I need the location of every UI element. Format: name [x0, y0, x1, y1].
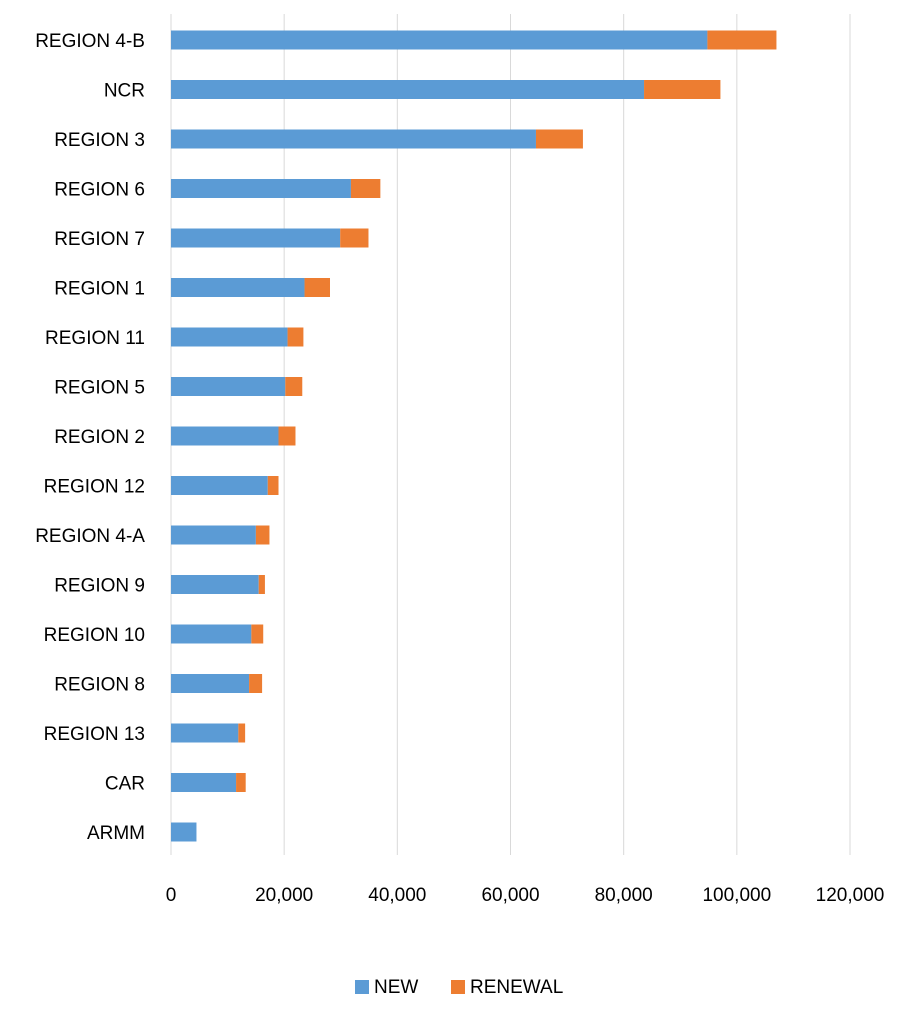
x-tick-label: 80,000 — [595, 885, 653, 906]
legend-swatch-new — [355, 980, 369, 994]
bar-renewal-region-3 — [535, 129, 583, 149]
bar-renewal-car — [236, 773, 246, 792]
bar-new-region-8 — [171, 674, 250, 693]
x-tick-label: 0 — [166, 885, 177, 906]
category-label: REGION 4-A — [35, 526, 145, 547]
bar-new-region-12 — [171, 476, 268, 495]
category-label: REGION 6 — [54, 180, 145, 201]
legend-label-renewal: RENEWAL — [470, 977, 563, 998]
x-tick-label: 20,000 — [255, 885, 313, 906]
bar-new-region-7 — [171, 228, 341, 248]
x-tick-label: 60,000 — [481, 885, 539, 906]
category-label: REGION 11 — [45, 328, 145, 349]
bar-new-region-1 — [171, 278, 305, 297]
category-label: REGION 5 — [54, 378, 145, 399]
category-labels: REGION 4-B NCR REGION 3 REGION 6 REGION 7 REG… — [35, 31, 145, 844]
bar-new-region-2 — [171, 426, 279, 446]
x-tick-label: 40,000 — [368, 885, 426, 906]
bar-renewal-region-8 — [249, 674, 263, 693]
category-label: NCR — [104, 81, 145, 102]
bar-renewal-region-6 — [350, 179, 381, 198]
category-label: REGION 13 — [44, 724, 145, 745]
gridlines — [170, 14, 851, 855]
bar-new-region-10 — [171, 624, 252, 644]
category-label: REGION 3 — [54, 130, 145, 151]
category-label: REGION 9 — [54, 576, 145, 597]
category-label: REGION 2 — [54, 427, 145, 448]
bar-renewal-region-2 — [278, 426, 296, 446]
bar-new-region-13 — [171, 723, 239, 743]
bar-new-armm — [171, 822, 197, 842]
legend: NEW RENEWAL — [355, 977, 563, 998]
category-label: ARMM — [87, 823, 145, 844]
legend-swatch-renewal — [451, 980, 465, 994]
category-label: REGION 4-B — [35, 31, 145, 52]
bar-renewal-region-1 — [304, 278, 330, 297]
bar-new-region-4-a — [171, 525, 256, 545]
x-tick-label: 100,000 — [702, 885, 771, 906]
category-label: REGION 10 — [44, 625, 145, 646]
bar-new-region-9 — [171, 575, 259, 594]
bar-renewal-region-11 — [287, 327, 304, 347]
bar-renewal-region-4-b — [707, 30, 777, 50]
x-axis-tick-labels: 0 20,000 40,000 60,000 80,000 100,000 120,000 — [166, 885, 885, 906]
bar-renewal-region-5 — [285, 377, 303, 396]
bars — [171, 30, 777, 842]
bar-new-region-11 — [171, 327, 288, 347]
legend-label-new: NEW — [374, 977, 418, 998]
category-label: REGION 12 — [44, 477, 145, 498]
bar-renewal-region-9 — [258, 575, 265, 594]
bar-new-region-5 — [171, 377, 286, 396]
category-label: CAR — [105, 774, 145, 795]
bar-new-car — [171, 773, 237, 792]
bar-new-region-6 — [171, 179, 351, 198]
x-tick-label: 120,000 — [816, 885, 885, 906]
bar-new-region-4-b — [171, 30, 708, 50]
bar-renewal-region-13 — [238, 723, 246, 743]
category-label: REGION 7 — [54, 229, 145, 250]
category-label: REGION 8 — [54, 675, 145, 696]
bar-renewal-region-7 — [340, 228, 369, 248]
bar-renewal-region-10 — [251, 624, 264, 644]
bar-new-region-3 — [171, 129, 536, 149]
bar-renewal-region-12 — [267, 476, 279, 495]
category-label: REGION 1 — [54, 279, 145, 300]
bar-renewal-ncr — [644, 80, 721, 99]
bar-renewal-region-4-a — [255, 525, 270, 545]
bar-new-ncr — [171, 80, 645, 99]
